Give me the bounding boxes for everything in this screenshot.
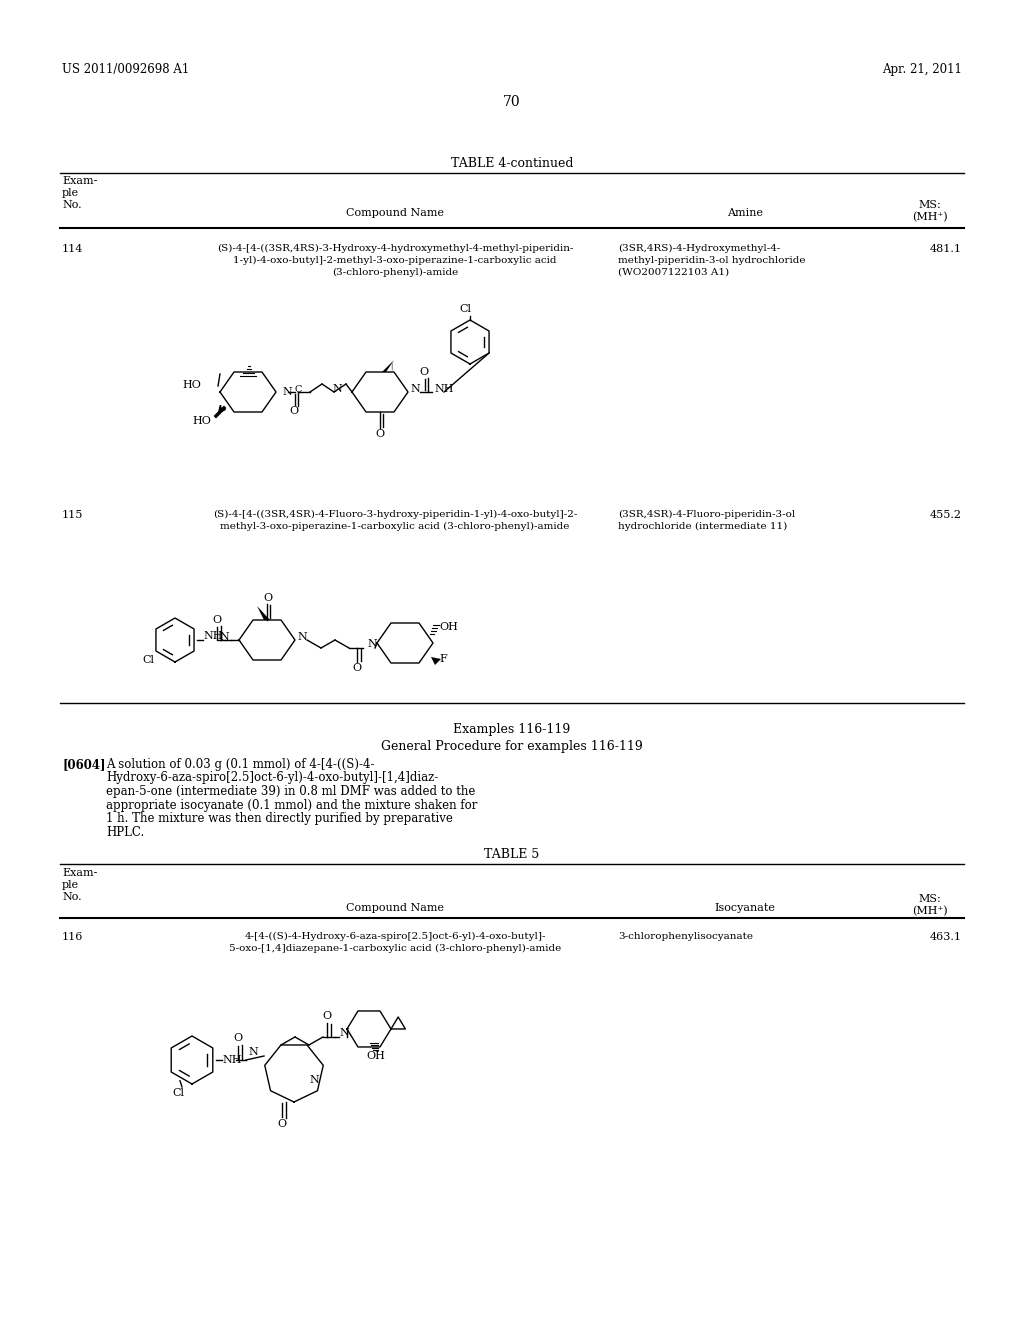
Text: NH: NH bbox=[434, 384, 454, 393]
Text: Hydroxy-6-aza-spiro[2.5]oct-6-yl)-4-oxo-butyl]-[1,4]diaz-: Hydroxy-6-aza-spiro[2.5]oct-6-yl)-4-oxo-… bbox=[106, 771, 438, 784]
Text: MS:: MS: bbox=[919, 894, 941, 904]
Text: Examples 116-119: Examples 116-119 bbox=[454, 723, 570, 737]
Text: [0604]: [0604] bbox=[62, 758, 105, 771]
Text: appropriate isocyanate (0.1 mmol) and the mixture shaken for: appropriate isocyanate (0.1 mmol) and th… bbox=[106, 799, 477, 812]
Text: 116: 116 bbox=[62, 932, 83, 942]
Text: TABLE 5: TABLE 5 bbox=[484, 847, 540, 861]
Text: Compound Name: Compound Name bbox=[346, 209, 444, 218]
Text: Cl: Cl bbox=[172, 1088, 184, 1098]
Text: Isocyanate: Isocyanate bbox=[715, 903, 775, 913]
Text: 1-yl)-4-oxo-butyl]-2-methyl-3-oxo-piperazine-1-carboxylic acid: 1-yl)-4-oxo-butyl]-2-methyl-3-oxo-pipera… bbox=[233, 256, 557, 265]
Text: N: N bbox=[297, 632, 307, 642]
Text: 481.1: 481.1 bbox=[930, 244, 962, 253]
Text: (MH⁺): (MH⁺) bbox=[912, 213, 948, 222]
Text: N: N bbox=[282, 387, 292, 397]
Text: O: O bbox=[263, 593, 272, 603]
Text: N: N bbox=[410, 384, 420, 393]
Text: (WO2007122103 A1): (WO2007122103 A1) bbox=[618, 268, 729, 277]
Text: No.: No. bbox=[62, 892, 82, 902]
Text: N: N bbox=[248, 1047, 258, 1057]
Text: Cl: Cl bbox=[142, 655, 154, 665]
Text: N: N bbox=[367, 639, 377, 649]
Text: C: C bbox=[294, 384, 302, 393]
Text: (3SR,4RS)-4-Hydroxymethyl-4-: (3SR,4RS)-4-Hydroxymethyl-4- bbox=[618, 244, 780, 253]
Text: 3-chlorophenylisocyanate: 3-chlorophenylisocyanate bbox=[618, 932, 753, 941]
Text: No.: No. bbox=[62, 201, 82, 210]
Text: F: F bbox=[439, 653, 446, 664]
Text: N: N bbox=[219, 632, 229, 642]
Text: O: O bbox=[290, 407, 299, 416]
Text: HO: HO bbox=[193, 416, 211, 426]
Text: HO: HO bbox=[182, 380, 201, 389]
Text: 455.2: 455.2 bbox=[930, 510, 962, 520]
Text: O: O bbox=[420, 367, 429, 378]
Text: O: O bbox=[323, 1011, 332, 1020]
Text: Cl: Cl bbox=[459, 304, 471, 314]
Text: ple: ple bbox=[62, 880, 79, 890]
Text: ple: ple bbox=[62, 187, 79, 198]
Text: NH: NH bbox=[222, 1055, 242, 1065]
Text: HPLC.: HPLC. bbox=[106, 825, 144, 838]
Text: N: N bbox=[332, 384, 342, 393]
Text: O: O bbox=[278, 1119, 287, 1129]
Text: methyl-piperidin-3-ol hydrochloride: methyl-piperidin-3-ol hydrochloride bbox=[618, 256, 806, 265]
Text: 115: 115 bbox=[62, 510, 83, 520]
Text: methyl-3-oxo-piperazine-1-carboxylic acid (3-chloro-phenyl)-amide: methyl-3-oxo-piperazine-1-carboxylic aci… bbox=[220, 521, 569, 531]
Text: hydrochloride (intermediate 11): hydrochloride (intermediate 11) bbox=[618, 521, 787, 531]
Text: N: N bbox=[309, 1074, 318, 1085]
Text: 5-oxo-[1,4]diazepane-1-carboxylic acid (3-chloro-phenyl)-amide: 5-oxo-[1,4]diazepane-1-carboxylic acid (… bbox=[229, 944, 561, 953]
Text: Exam-: Exam- bbox=[62, 176, 97, 186]
Text: (3-chloro-phenyl)-amide: (3-chloro-phenyl)-amide bbox=[332, 268, 458, 277]
Text: Compound Name: Compound Name bbox=[346, 903, 444, 913]
Text: O: O bbox=[376, 429, 385, 440]
Text: Apr. 21, 2011: Apr. 21, 2011 bbox=[882, 63, 962, 77]
Text: 4-[4-((S)-4-Hydroxy-6-aza-spiro[2.5]oct-6-yl)-4-oxo-butyl]-: 4-[4-((S)-4-Hydroxy-6-aza-spiro[2.5]oct-… bbox=[245, 932, 546, 941]
Text: 1 h. The mixture was then directly purified by preparative: 1 h. The mixture was then directly purif… bbox=[106, 812, 453, 825]
Text: US 2011/0092698 A1: US 2011/0092698 A1 bbox=[62, 63, 189, 77]
Text: (MH⁺): (MH⁺) bbox=[912, 906, 948, 916]
Text: (3SR,4SR)-4-Fluoro-piperidin-3-ol: (3SR,4SR)-4-Fluoro-piperidin-3-ol bbox=[618, 510, 796, 519]
Text: OH: OH bbox=[367, 1051, 385, 1061]
Text: O: O bbox=[352, 663, 361, 673]
Text: MS:: MS: bbox=[919, 201, 941, 210]
Text: N: N bbox=[339, 1028, 349, 1038]
Text: O: O bbox=[233, 1034, 243, 1043]
Text: epan-5-one (intermediate 39) in 0.8 ml DMF was added to the: epan-5-one (intermediate 39) in 0.8 ml D… bbox=[106, 785, 475, 799]
Text: NH: NH bbox=[203, 631, 222, 642]
Text: (S)-4-[4-((3SR,4SR)-4-Fluoro-3-hydroxy-piperidin-1-yl)-4-oxo-butyl]-2-: (S)-4-[4-((3SR,4SR)-4-Fluoro-3-hydroxy-p… bbox=[213, 510, 578, 519]
Text: General Procedure for examples 116-119: General Procedure for examples 116-119 bbox=[381, 741, 643, 752]
Text: 70: 70 bbox=[503, 95, 521, 110]
Text: TABLE 4-continued: TABLE 4-continued bbox=[451, 157, 573, 170]
Polygon shape bbox=[257, 606, 270, 620]
Text: 463.1: 463.1 bbox=[930, 932, 962, 942]
Text: (S)-4-[4-((3SR,4RS)-3-Hydroxy-4-hydroxymethyl-4-methyl-piperidin-: (S)-4-[4-((3SR,4RS)-3-Hydroxy-4-hydroxym… bbox=[217, 244, 573, 253]
Text: OH: OH bbox=[439, 622, 458, 632]
Polygon shape bbox=[431, 657, 441, 665]
Polygon shape bbox=[382, 360, 394, 372]
Text: Amine: Amine bbox=[727, 209, 763, 218]
Text: Exam-: Exam- bbox=[62, 869, 97, 878]
Text: O: O bbox=[212, 615, 221, 624]
Text: |: | bbox=[390, 362, 392, 370]
Text: 114: 114 bbox=[62, 244, 83, 253]
Text: A solution of 0.03 g (0.1 mmol) of 4-[4-((S)-4-: A solution of 0.03 g (0.1 mmol) of 4-[4-… bbox=[106, 758, 375, 771]
